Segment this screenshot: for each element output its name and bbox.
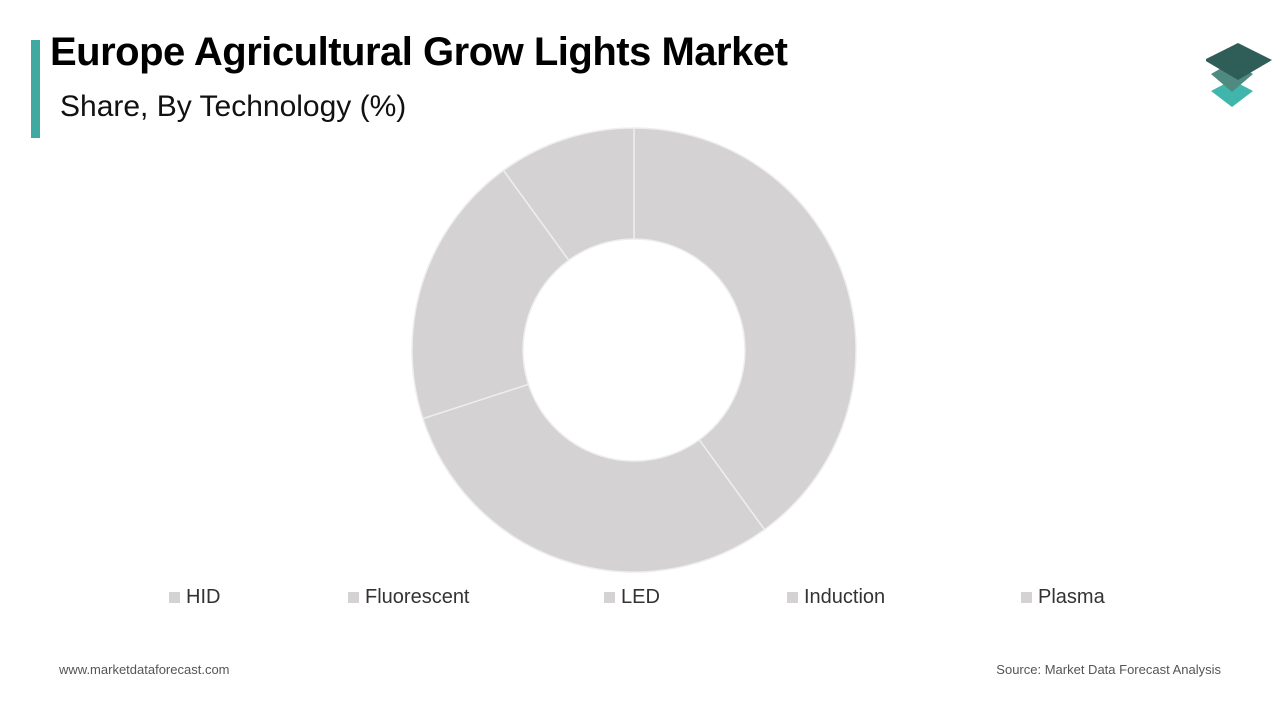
source-footer: Source: Market Data Forecast Analysis (996, 662, 1221, 677)
donut-slice-led (411, 169, 570, 420)
legend-item-plasma: Plasma (1021, 586, 1105, 609)
legend-label: LED (621, 586, 660, 608)
chart-title: Europe Agricultural Grow Lights Market (50, 30, 788, 74)
logo-layer-bottom (1211, 80, 1253, 107)
legend-label: Induction (804, 586, 886, 608)
legend-label: Fluorescent (365, 586, 470, 608)
legend-item-induction: Induction (787, 586, 885, 609)
legend-label: HID (186, 586, 221, 608)
legend-swatch (604, 592, 615, 603)
legend-swatch (787, 592, 798, 603)
donut-slice-induction (502, 127, 635, 262)
website-footer: www.marketdataforecast.com (59, 662, 230, 677)
chart-subtitle: Share, By Technology (%) (60, 90, 407, 123)
legend-swatch (1021, 592, 1032, 603)
stacked-layers-icon (1206, 43, 1272, 107)
legend-swatch (169, 592, 180, 603)
chart-legend: HID Fluorescent LED Induction Plasma (0, 586, 1280, 612)
title-accent-bar (31, 40, 40, 138)
legend-item-fluorescent: Fluorescent (348, 586, 470, 609)
legend-swatch (348, 592, 359, 603)
donut-slice-hid (633, 127, 857, 531)
logo-layer-top (1206, 43, 1272, 80)
legend-item-led: LED (604, 586, 660, 609)
legend-label: Plasma (1038, 586, 1105, 608)
donut-slice-fluorescent (421, 383, 766, 573)
legend-item-hid: HID (169, 586, 220, 609)
